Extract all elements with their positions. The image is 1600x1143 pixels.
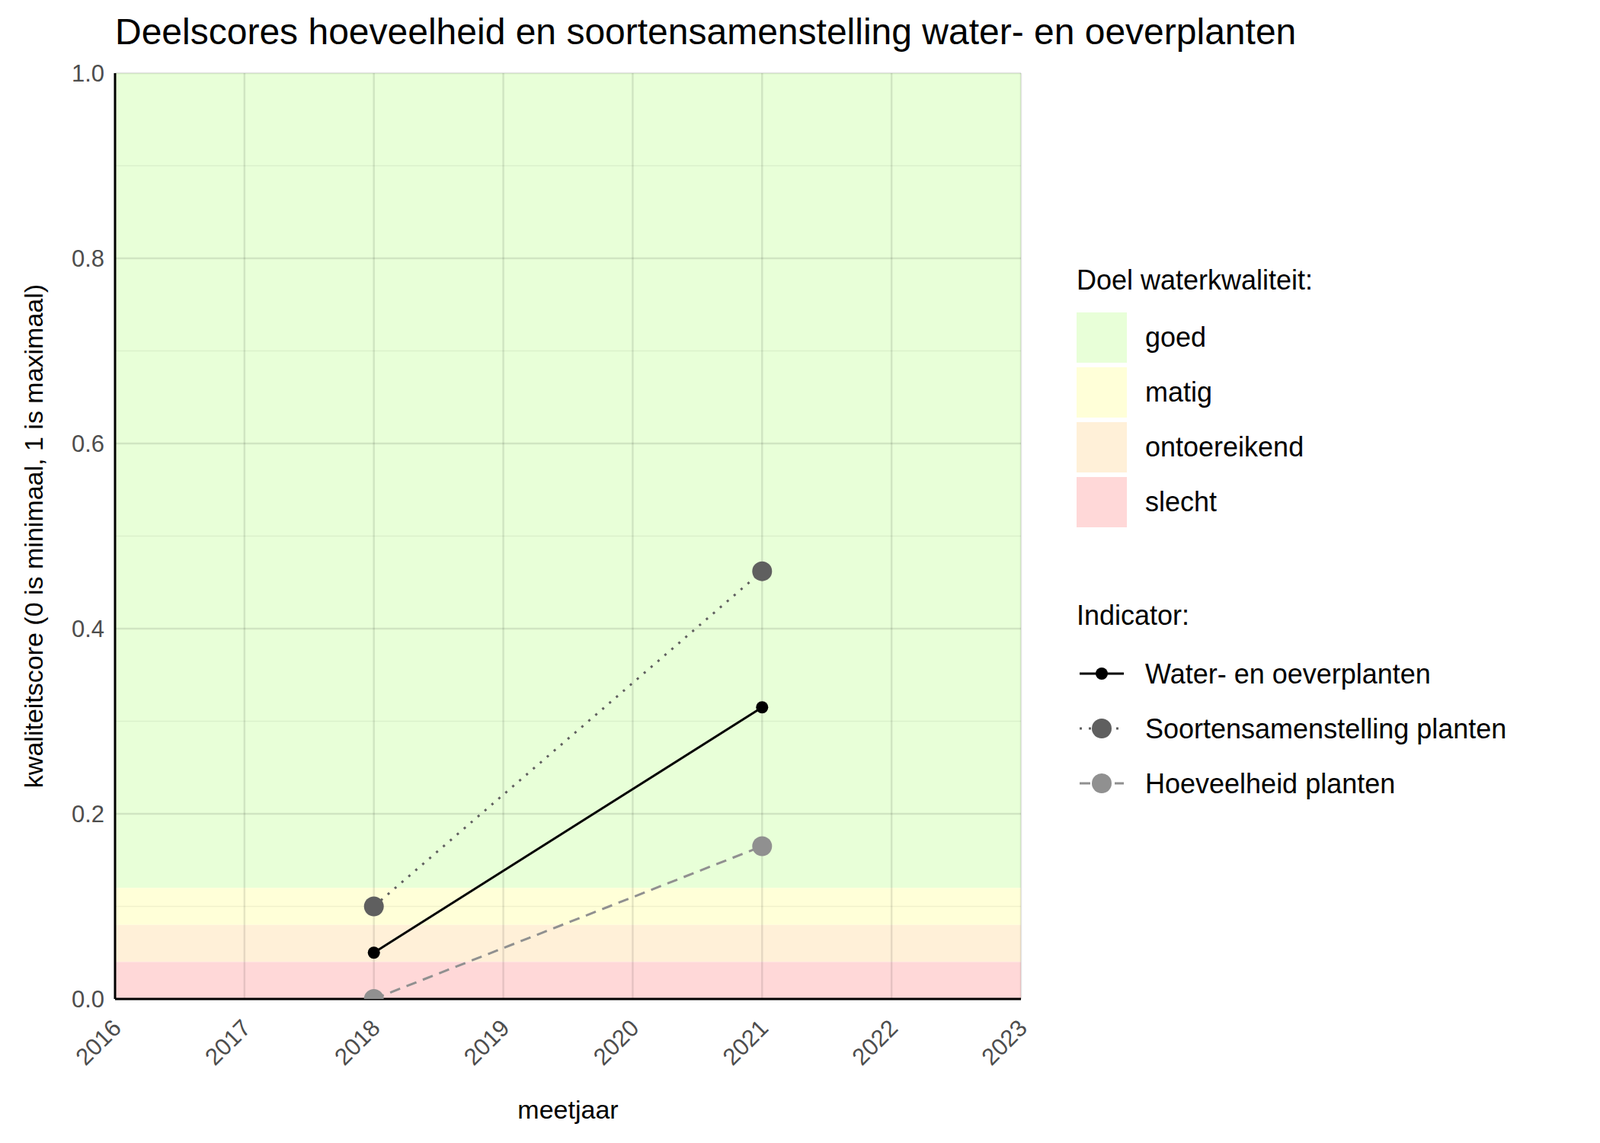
x-axis-label: meetjaar — [517, 1094, 618, 1124]
legend-marker — [1091, 773, 1112, 794]
minor-grid — [115, 905, 1021, 908]
grid-line — [115, 72, 1021, 75]
series-point — [364, 896, 384, 917]
series-line — [374, 571, 763, 907]
series-point — [752, 836, 772, 857]
legend-label: matig — [1145, 376, 1213, 408]
x-tick-label: 2019 — [458, 1014, 516, 1071]
grid-line — [115, 257, 1021, 260]
x-axis — [115, 998, 1021, 1001]
bands — [115, 73, 1021, 999]
grid-line — [114, 73, 117, 999]
x-tick-label: 2017 — [199, 1014, 256, 1071]
band — [115, 961, 1021, 999]
series-line — [374, 846, 763, 999]
legend-marker — [1091, 718, 1112, 739]
legend-label: goed — [1145, 321, 1207, 353]
series-point — [364, 988, 384, 999]
grid-line — [115, 627, 1021, 631]
series-point — [368, 946, 381, 959]
band — [115, 887, 1021, 925]
legend-swatch — [1076, 367, 1127, 418]
grid-line — [115, 442, 1021, 445]
y-tick-label: 0.2 — [71, 800, 105, 828]
grid-line — [890, 73, 893, 999]
grid-line — [1020, 73, 1023, 999]
series-line — [374, 707, 763, 953]
y-axis-label: kwaliteitscore (0 is minimaal, 1 is maxi… — [19, 284, 48, 788]
y-tick-label: 0.8 — [71, 245, 105, 272]
minor-grid — [115, 165, 1021, 167]
grid-line — [115, 812, 1021, 816]
y-tick-label: 1.0 — [71, 60, 105, 87]
minor-grid — [115, 535, 1021, 538]
legend-label: slecht — [1145, 486, 1217, 518]
y-tick-label: 0.0 — [71, 985, 105, 1013]
grid-line — [502, 73, 505, 999]
grid-line — [115, 998, 1021, 1001]
x-tick-label: 2021 — [717, 1014, 775, 1071]
grid-line — [631, 73, 634, 999]
chart: 0.0 0.2 0.4 0.6 0.8 1.0 2016 2017 2018 2019 2020 20… — [0, 0, 1600, 1143]
legend-label: Soortensamenstelling planten — [1145, 713, 1507, 745]
legend-marker — [1095, 667, 1108, 680]
legend-title: Doel waterkwaliteit: — [1076, 264, 1313, 296]
band — [115, 73, 1021, 888]
legend-swatch — [1076, 312, 1127, 363]
data — [364, 561, 773, 999]
legend-label: ontoereikend — [1145, 431, 1304, 463]
x-tick-label: 2016 — [70, 1014, 127, 1071]
x-tick-label: 2022 — [847, 1014, 904, 1071]
legend-label: Water- en oeverplanten — [1145, 658, 1431, 690]
title: Deelscores hoeveelheid en soortensamenst… — [115, 11, 1296, 52]
grid-line — [243, 73, 247, 999]
minor-grid — [115, 720, 1021, 723]
x-tick-label: 2023 — [976, 1014, 1033, 1071]
x-tick-label: 2020 — [588, 1014, 645, 1071]
legend-swatch — [1076, 476, 1127, 528]
series-point — [752, 561, 772, 582]
grid-line — [372, 73, 375, 999]
legend-swatch — [1076, 422, 1127, 473]
grid — [115, 73, 1021, 999]
y-axis — [114, 73, 117, 999]
grid-line — [761, 73, 764, 999]
x-tick-label: 2018 — [329, 1014, 386, 1071]
y-tick-label: 0.4 — [71, 615, 105, 643]
band — [115, 924, 1021, 963]
legend-label: Hoeveelheid planten — [1145, 768, 1396, 800]
legend-title: Indicator: — [1076, 599, 1190, 631]
minor-grid — [115, 350, 1021, 352]
series-point — [755, 700, 768, 714]
y-tick-label: 0.6 — [71, 430, 105, 458]
